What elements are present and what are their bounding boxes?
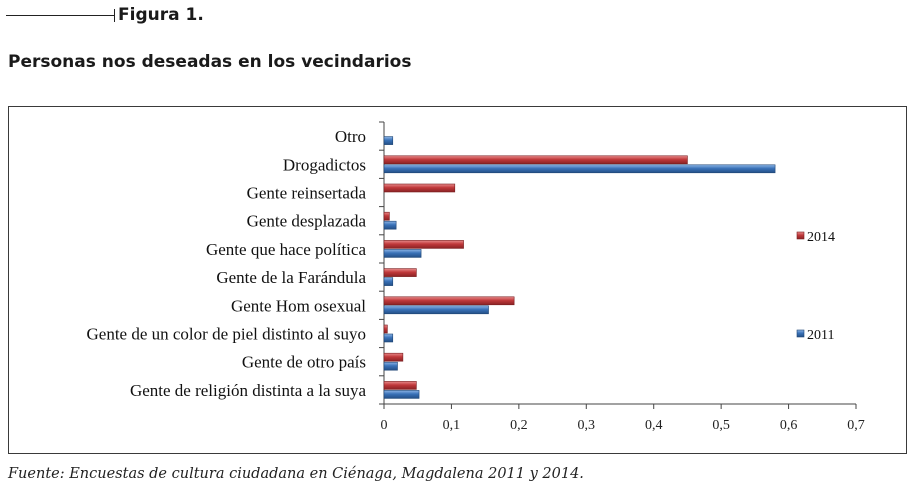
category-label: Gente que hace política (206, 240, 366, 259)
chart-frame (8, 106, 907, 454)
bar-2011 (383, 305, 489, 315)
category-label: Gente de religión distinta a la suya (130, 381, 366, 400)
bar-2014 (383, 324, 388, 334)
bar-2014 (383, 240, 464, 249)
legend-swatch-2011 (796, 329, 805, 338)
category-label: Gente de un color de piel distinto al su… (87, 325, 367, 344)
figure-label: Figura 1. (118, 5, 204, 25)
bar-2014 (383, 211, 390, 221)
x-tick-label: 0,6 (780, 418, 798, 433)
x-tick-label: 0,2 (510, 418, 528, 433)
bar-2011 (383, 164, 776, 174)
bar-2014 (383, 296, 515, 306)
bar-2014 (383, 155, 688, 165)
bar-2014 (383, 352, 404, 362)
bar-2011 (383, 136, 394, 145)
bar-2011 (383, 333, 394, 343)
category-label: Gente reinsertada (247, 184, 367, 203)
category-labels: Otro Drogadictos Gente reinsertada Gente de… (87, 127, 367, 400)
bar-2014 (383, 381, 417, 390)
legend-label-2011: 2011 (807, 328, 834, 343)
legend: 2014 2011 (796, 230, 835, 343)
bar-2014 (383, 183, 456, 193)
bar-2011 (383, 390, 420, 399)
category-label: Gente de la Farándula (216, 268, 366, 287)
figure-rule-tick (114, 9, 115, 22)
x-tick-label: 0 (381, 418, 388, 433)
legend-label-2014: 2014 (807, 230, 835, 245)
chart-title: Personas nos deseadas en los vecindarios (8, 52, 412, 72)
x-tick-label: 0,5 (712, 418, 730, 433)
category-label: Gente Hom osexual (231, 296, 366, 315)
category-label: Drogadictos (283, 155, 366, 174)
x-tick-labels: 0 0,1 0,2 0,3 0,4 0,5 0,6 0,7 (381, 418, 865, 433)
category-label: Otro (335, 127, 366, 146)
bar-2011 (383, 361, 398, 371)
bars (383, 136, 776, 399)
x-tick-label: 0,1 (443, 418, 461, 433)
legend-swatch-2014 (796, 231, 805, 240)
x-tick-label: 0,4 (645, 418, 663, 433)
source-note: Fuente: Encuestas de cultura ciudadana e… (8, 466, 584, 482)
x-tick-label: 0,3 (578, 418, 596, 433)
bar-2011 (383, 249, 422, 258)
bar-2011 (383, 277, 394, 286)
bar-2014 (383, 268, 417, 277)
x-tick-label: 0,7 (847, 418, 865, 433)
category-label: Gente desplazada (247, 212, 367, 231)
figure-rule (6, 15, 114, 16)
category-label: Gente de otro país (242, 353, 366, 372)
bar-2011 (383, 220, 397, 230)
